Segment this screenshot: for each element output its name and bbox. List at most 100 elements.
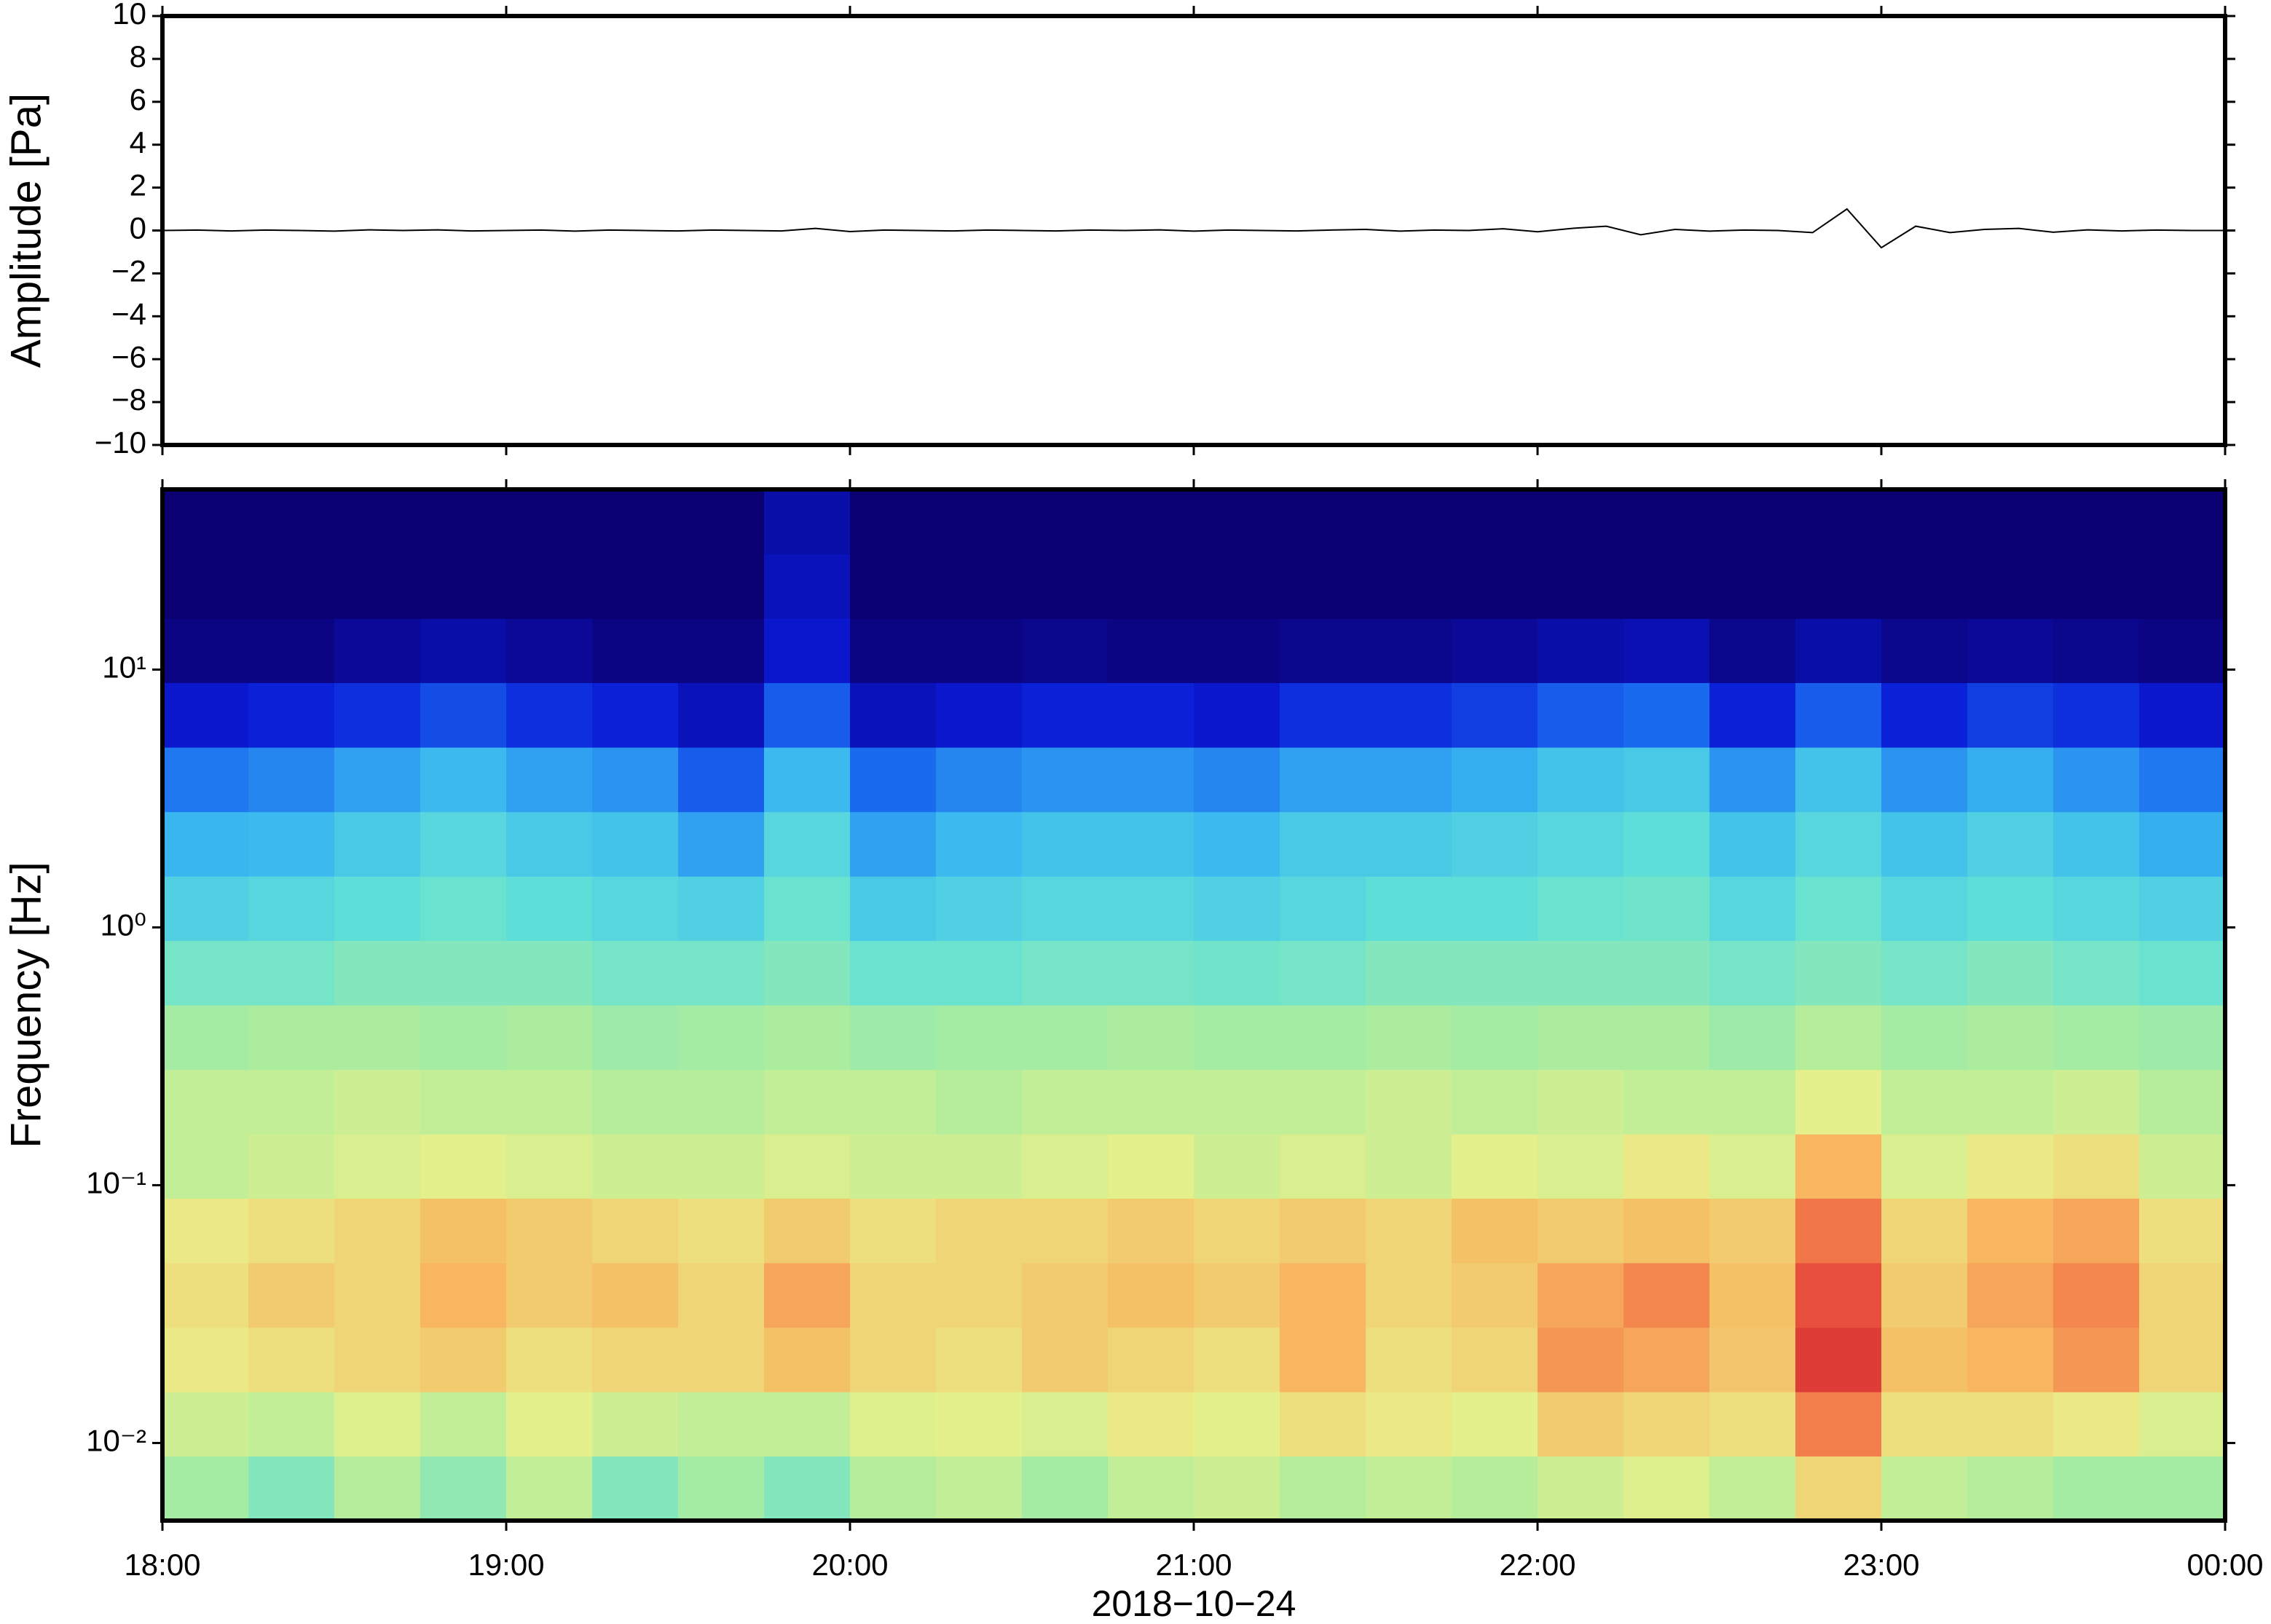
y-tick-label: 4 (130, 125, 146, 159)
spectrogram-cell (1795, 1327, 1882, 1392)
spectrogram-cell (1967, 811, 2054, 877)
spectrogram-cell (2139, 1327, 2226, 1392)
spectrogram-cell (162, 1327, 249, 1392)
spectrogram-cell (1280, 1327, 1366, 1392)
spectrogram-cell (764, 876, 851, 941)
spectrogram-cell (1538, 1198, 1624, 1264)
spectrogram-cell (506, 1456, 593, 1521)
spectrogram-cell (850, 811, 937, 877)
spectrogram-cell (162, 489, 249, 555)
spectrogram-cell (506, 553, 593, 619)
spectrogram-cell (2053, 1198, 2140, 1264)
spectrogram-cell (2139, 1198, 2226, 1264)
spectrogram-cell (1967, 1005, 2054, 1071)
spectrogram-cell (1538, 876, 1624, 941)
spectrogram-cell (334, 747, 421, 813)
spectrogram-cell (1967, 1263, 2054, 1328)
spectrogram-cell (1881, 1134, 1968, 1199)
spectrogram-cell (1967, 618, 2054, 683)
spectrogram-cell (2139, 1456, 2226, 1521)
spectrogram-cell (1709, 1069, 1796, 1135)
spectrogram-cell (1452, 553, 1538, 619)
y-axis-label: Frequency [Hz] (2, 862, 50, 1148)
spectrogram-cell (1108, 553, 1194, 619)
spectrogram-cell (248, 1263, 335, 1328)
spectrogram-cell (248, 1392, 335, 1457)
spectrogram-cell (592, 489, 679, 555)
spectrogram-cell (506, 1327, 593, 1392)
spectrogram-cell (1366, 811, 1452, 877)
spectrogram-cell (1881, 940, 1968, 1006)
spectrogram-cell (1709, 1134, 1796, 1199)
spectrogram-cell (334, 1005, 421, 1071)
spectrogram-cell (2139, 553, 2226, 619)
spectrogram-cell (764, 618, 851, 683)
spectrogram-cell (678, 618, 765, 683)
x-tick-label: 20:00 (811, 1548, 888, 1582)
spectrogram-cell (592, 1263, 679, 1328)
spectrogram-cell (1108, 618, 1194, 683)
spectrogram-cell (1538, 1392, 1624, 1457)
spectrogram-cell (1795, 489, 1882, 555)
spectrogram-cell (1881, 811, 1968, 877)
spectrogram-cell (334, 940, 421, 1006)
spectrogram-cell (1881, 682, 1968, 748)
spectrogram-cell (162, 1069, 249, 1135)
spectrogram-cell (506, 1392, 593, 1457)
spectrogram-cell (506, 618, 593, 683)
spectrogram-cell (850, 682, 937, 748)
spectrogram-cell (248, 553, 335, 619)
spectrogram-cell (764, 940, 851, 1006)
spectrogram-cell (1623, 1069, 1710, 1135)
spectrogram-cell (2139, 1134, 2226, 1199)
x-tick-label: 23:00 (1843, 1548, 1919, 1582)
spectrogram-cell (678, 1456, 765, 1521)
y-tick-label: −8 (111, 382, 146, 417)
spectrogram-cell (420, 489, 507, 555)
spectrogram-cell (162, 940, 249, 1006)
spectrogram-cell (1108, 1327, 1194, 1392)
spectrogram-cell (1795, 618, 1882, 683)
spectrogram-cell (936, 940, 1023, 1006)
spectrogram-cell (1452, 1327, 1538, 1392)
spectrogram-cell (2139, 1069, 2226, 1135)
spectrogram-cell (1366, 1134, 1452, 1199)
spectrogram-cell (1280, 747, 1366, 813)
spectrogram-cell (1366, 1456, 1452, 1521)
spectrogram-cell (506, 682, 593, 748)
spectrogram-cell (1538, 1456, 1624, 1521)
spectrogram-cell (1623, 1005, 1710, 1071)
spectrogram-cell (764, 747, 851, 813)
spectrogram-cell (936, 1263, 1023, 1328)
spectrogram-cell (1022, 1069, 1109, 1135)
spectrogram-cell (248, 1456, 335, 1521)
spectrogram-cell (764, 1069, 851, 1135)
spectrogram-cell (1967, 747, 2054, 813)
spectrogram-cell (1881, 747, 1968, 813)
spectrogram-cell (506, 876, 593, 941)
spectrogram-cell (850, 1134, 937, 1199)
spectrogram-cell (1881, 1198, 1968, 1264)
spectrogram-cell (1967, 553, 2054, 619)
spectrogram-cell (1623, 1392, 1710, 1457)
spectrogram-cell (936, 811, 1023, 877)
spectrogram-cell (1452, 1005, 1538, 1071)
spectrogram-cell (1452, 940, 1538, 1006)
spectrogram-cell (1795, 553, 1882, 619)
spectrogram-cell (2053, 1134, 2140, 1199)
spectrogram-cell (936, 1327, 1023, 1392)
spectrogram-cell (1022, 1005, 1109, 1071)
spectrogram-cell (248, 1327, 335, 1392)
spectrogram-cell (1452, 876, 1538, 941)
spectrogram-cell (936, 553, 1023, 619)
spectrogram-cell (1795, 1392, 1882, 1457)
spectrogram-cell (2053, 1392, 2140, 1457)
spectrogram-cell (1709, 682, 1796, 748)
spectrogram-cell (1795, 1198, 1882, 1264)
spectrogram-cell (1623, 876, 1710, 941)
spectrogram-cell (1108, 876, 1194, 941)
spectrogram-cell (1709, 1263, 1796, 1328)
spectrogram-cell (420, 618, 507, 683)
x-tick-label: 18:00 (124, 1548, 200, 1582)
spectrogram-cell (1366, 876, 1452, 941)
